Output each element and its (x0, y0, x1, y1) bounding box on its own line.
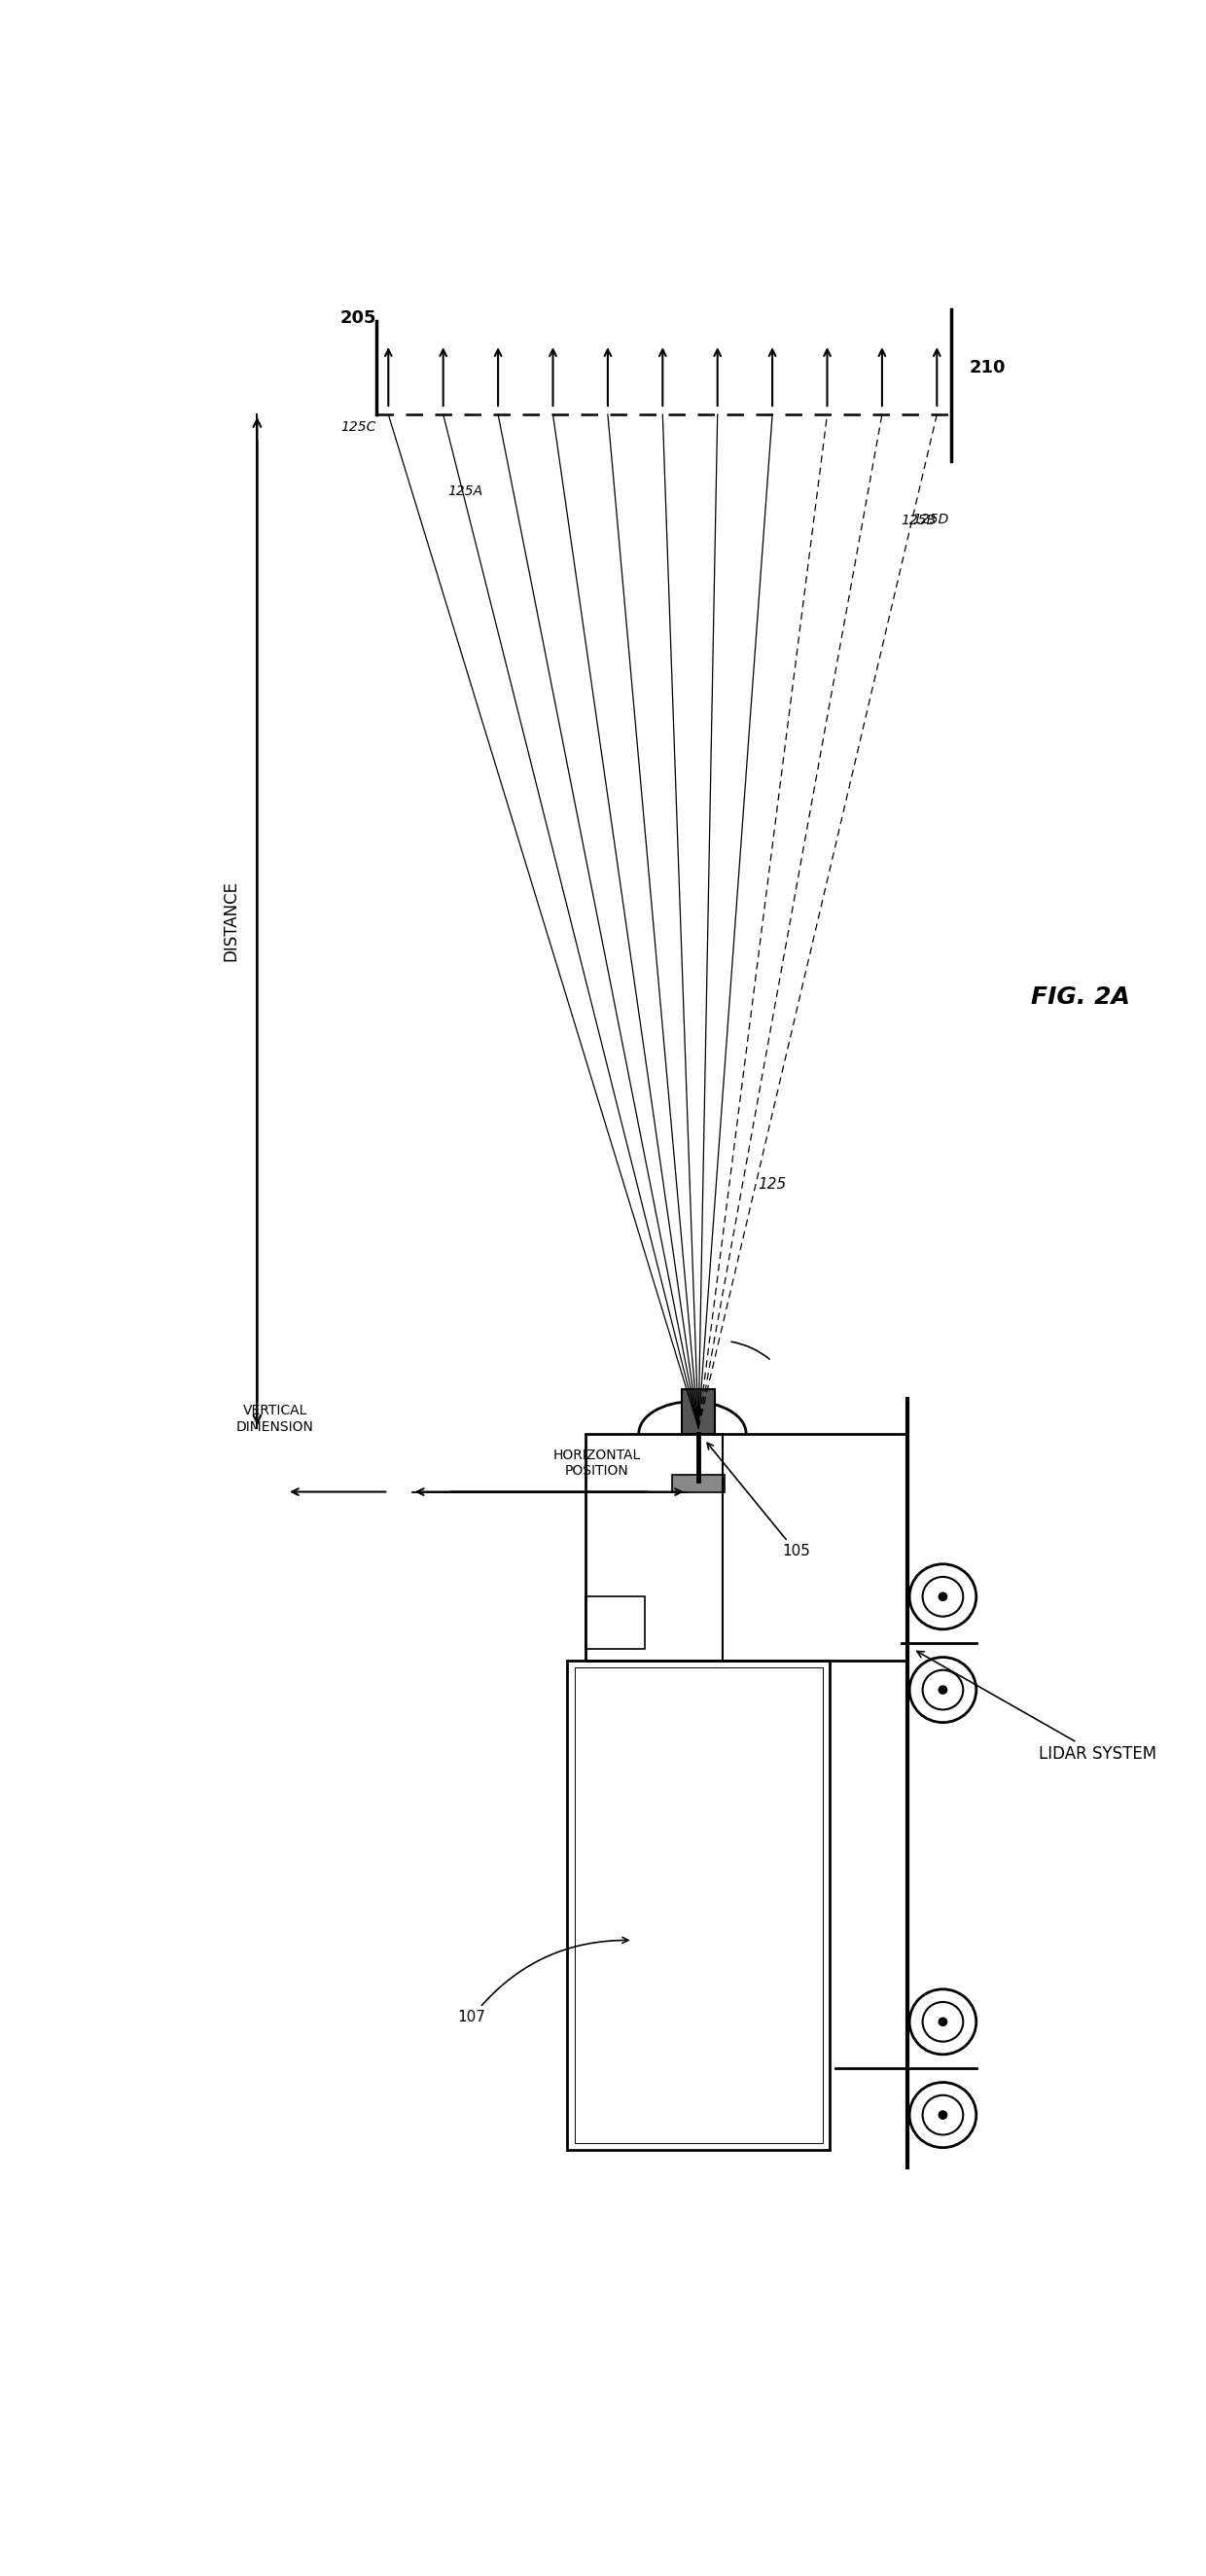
Circle shape (938, 2110, 948, 2120)
Text: VERTICAL
DIMENSION: VERTICAL DIMENSION (236, 1404, 314, 1435)
Bar (567, 1662, 830, 2151)
Text: 125B: 125B (901, 513, 936, 528)
Text: 125: 125 (759, 1177, 786, 1193)
Text: 105: 105 (707, 1443, 810, 1558)
Text: LIDAR SYSTEM: LIDAR SYSTEM (917, 1651, 1157, 1762)
Text: 205: 205 (340, 309, 376, 327)
Text: HORIZONTAL
POSITION: HORIZONTAL POSITION (554, 1448, 640, 1479)
Bar (672, 1473, 725, 1492)
Text: DISTANCE: DISTANCE (222, 881, 240, 961)
Text: FIG. 2A: FIG. 2A (1030, 984, 1130, 1007)
Bar (574, 1667, 822, 2143)
Text: 125C: 125C (341, 420, 376, 433)
Text: 107: 107 (458, 1937, 628, 2025)
Bar (585, 1435, 907, 1662)
Text: 125D: 125D (913, 513, 949, 526)
Text: 125A: 125A (447, 484, 484, 497)
Circle shape (938, 1685, 948, 1695)
Circle shape (938, 1592, 948, 1602)
Circle shape (938, 2017, 948, 2027)
Bar (585, 1597, 645, 1649)
Bar (681, 1388, 715, 1435)
Text: 210: 210 (970, 358, 1006, 376)
